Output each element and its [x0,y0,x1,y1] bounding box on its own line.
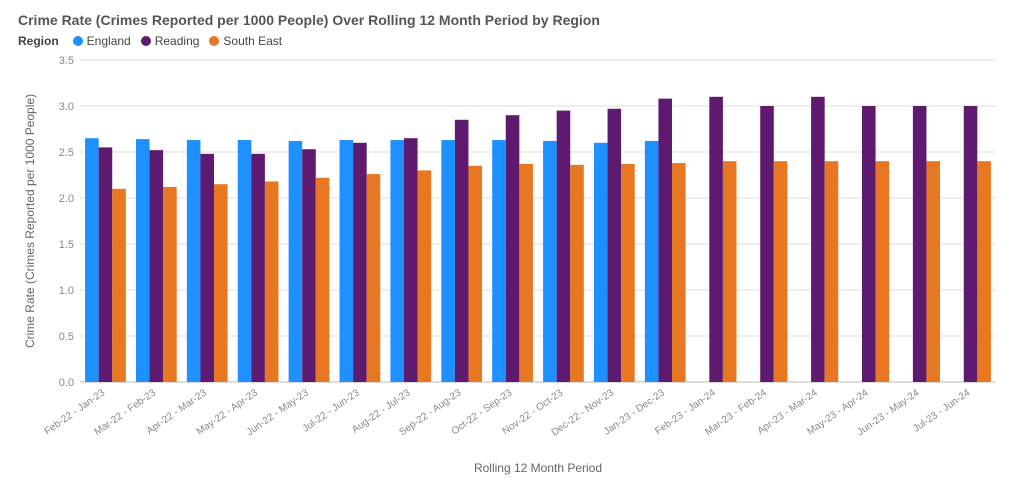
bar[interactable] [506,115,520,382]
bar[interactable] [353,143,367,382]
bar[interactable] [645,141,659,382]
bar[interactable] [238,140,252,382]
bar[interactable] [200,154,214,382]
legend-item-england[interactable]: England [73,34,131,48]
chart-title: Crime Rate (Crimes Reported per 1000 Peo… [18,12,1006,28]
bar[interactable] [455,120,469,382]
bar[interactable] [112,189,126,382]
bar[interactable] [316,178,330,382]
bar[interactable] [825,161,839,382]
bar[interactable] [85,138,99,382]
bar[interactable] [418,170,432,382]
bar[interactable] [723,161,737,382]
bar[interactable] [163,187,177,382]
bar[interactable] [964,106,978,382]
bar[interactable] [774,161,788,382]
bar[interactable] [760,106,774,382]
chart-svg: 0.00.51.01.52.02.53.03.5Feb-22 - Jan-23M… [18,52,1006,482]
legend-swatch-southeast [209,36,219,46]
bar[interactable] [99,147,113,382]
legend-text-southeast: South East [223,34,282,48]
bar[interactable] [621,164,635,382]
bar[interactable] [658,99,672,382]
bar[interactable] [862,106,876,382]
legend-text-england: England [87,34,131,48]
bar[interactable] [519,164,533,382]
bar[interactable] [977,161,991,382]
x-tick-label: Jul-23 - Jun-24 [911,387,972,435]
legend-label: Region [18,34,59,48]
legend-text-reading: Reading [155,34,200,48]
bar[interactable] [876,161,890,382]
bar[interactable] [302,149,316,382]
y-tick-label: 0.0 [59,377,74,389]
y-tick-label: 3.5 [59,55,74,67]
y-tick-label: 1.5 [59,239,74,251]
chart-area: 0.00.51.01.52.02.53.03.5Feb-22 - Jan-23M… [18,52,1006,482]
bar[interactable] [390,140,404,382]
bar[interactable] [492,140,506,382]
legend-item-reading[interactable]: Reading [141,34,200,48]
legend-item-southeast[interactable]: South East [209,34,282,48]
bar[interactable] [251,154,265,382]
y-tick-label: 3.0 [59,101,74,113]
bar[interactable] [594,143,608,382]
bar[interactable] [265,181,279,382]
bar[interactable] [136,139,150,382]
bar[interactable] [367,174,381,382]
bar[interactable] [289,141,303,382]
bar[interactable] [468,166,482,382]
bar[interactable] [214,184,228,382]
bar[interactable] [557,111,571,382]
y-tick-label: 1.0 [59,285,74,297]
legend-swatch-england [73,36,83,46]
bar[interactable] [150,150,164,382]
y-tick-label: 2.5 [59,147,74,159]
legend-swatch-reading [141,36,151,46]
bar[interactable] [811,97,825,382]
bar[interactable] [926,161,940,382]
bar[interactable] [543,141,557,382]
bar[interactable] [187,140,201,382]
bar[interactable] [913,106,927,382]
y-tick-label: 0.5 [59,331,74,343]
bar[interactable] [340,140,354,382]
bar[interactable] [608,109,622,382]
y-axis-title: Crime Rate (Crimes Reported per 1000 Peo… [23,94,37,348]
bar[interactable] [404,138,418,382]
bar[interactable] [672,163,686,382]
x-axis-title: Rolling 12 Month Period [474,461,602,475]
bar[interactable] [441,140,455,382]
bar[interactable] [570,165,584,382]
y-tick-label: 2.0 [59,193,74,205]
legend: Region England Reading South East [18,34,1006,48]
bar[interactable] [709,97,723,382]
